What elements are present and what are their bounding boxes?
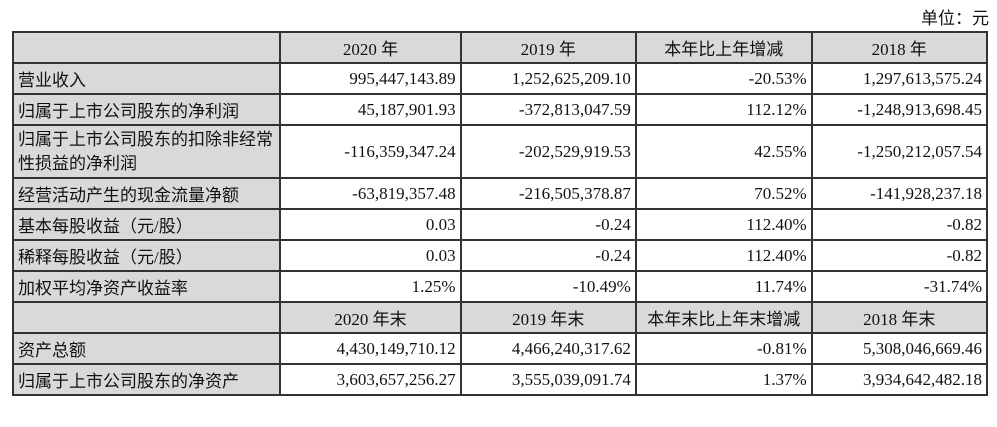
column-header: 2018 年末 xyxy=(810,301,989,334)
table-row: 归属于上市公司股东的净资产 3,603,657,256.27 3,555,039,0… xyxy=(11,363,989,396)
cell-value: 45,187,901.93 xyxy=(279,93,462,126)
row-label: 经营活动产生的现金流量净额 xyxy=(11,177,282,210)
row-label: 基本每股收益（元/股） xyxy=(11,208,282,241)
cell-value: 112.40% xyxy=(634,208,813,241)
cell-value: -1,248,913,698.45 xyxy=(810,93,989,126)
row-label: 营业收入 xyxy=(11,62,282,95)
table-header-row: 2020 年末 2019 年末 本年末比上年末增减 2018 年末 xyxy=(11,301,989,334)
cell-value: -202,529,919.53 xyxy=(459,124,637,179)
cell-value: 3,603,657,256.27 xyxy=(279,363,462,396)
table-row: 稀释每股收益（元/股） 0.03 -0.24 112.40% -0.82 xyxy=(11,239,989,272)
table-row: 加权平均净资产收益率 1.25% -10.49% 11.74% -31.74% xyxy=(11,270,989,303)
cell-value: -116,359,347.24 xyxy=(279,124,462,179)
unit-label: 单位：元 xyxy=(921,9,989,28)
cell-value: -63,819,357.48 xyxy=(279,177,462,210)
table-row: 经营活动产生的现金流量净额 -63,819,357.48 -216,505,378.… xyxy=(11,177,989,210)
cell-value: 5,308,046,669.46 xyxy=(810,332,989,365)
row-label: 归属于上市公司股东的扣除非经常性损益的净利润 xyxy=(11,124,282,179)
row-label: 归属于上市公司股东的净资产 xyxy=(11,363,282,396)
cell-value: 1.25% xyxy=(279,270,462,303)
column-header: 2020 年末 xyxy=(279,301,462,334)
cell-value: -31.74% xyxy=(810,270,989,303)
table-row: 归属于上市公司股东的扣除非经常性损益的净利润 -116,359,347.24 -20… xyxy=(11,124,989,179)
cell-value: -0.82 xyxy=(810,239,989,272)
cell-value: 112.40% xyxy=(634,239,813,272)
financial-summary-table: 2020 年 2019 年本年比上年增减 2018 年营业收入 995,447,143… xyxy=(11,31,989,396)
cell-value: 995,447,143.89 xyxy=(279,62,462,95)
table-row: 归属于上市公司股东的净利润 45,187,901.93 -372,813,047.5… xyxy=(11,93,989,126)
table-row: 基本每股收益（元/股） 0.03 -0.24 112.40% -0.82 xyxy=(11,208,989,241)
cell-value: 11.74% xyxy=(634,270,813,303)
row-label: 归属于上市公司股东的净利润 xyxy=(11,93,282,126)
row-label: 加权平均净资产收益率 xyxy=(11,270,282,303)
column-header: 2019 年 xyxy=(459,31,637,64)
table-row: 营业收入 995,447,143.89 1,252,625,209.10 -20.53… xyxy=(11,62,989,95)
cell-value: -0.24 xyxy=(459,239,637,272)
column-header: 本年比上年增减 xyxy=(634,31,813,64)
row-label: 稀释每股收益（元/股） xyxy=(11,239,282,272)
column-header: 2018 年 xyxy=(810,31,989,64)
column-header xyxy=(11,301,282,334)
cell-value: -10.49% xyxy=(459,270,637,303)
table-row: 资产总额 4,430,149,710.12 4,466,240,317.62 -0.8… xyxy=(11,332,989,365)
cell-value: 0.03 xyxy=(279,239,462,272)
cell-value: 70.52% xyxy=(634,177,813,210)
cell-value: -1,250,212,057.54 xyxy=(810,124,989,179)
cell-value: 1.37% xyxy=(634,363,813,396)
cell-value: 3,934,642,482.18 xyxy=(810,363,989,396)
cell-value: -141,928,237.18 xyxy=(810,177,989,210)
cell-value: -372,813,047.59 xyxy=(459,93,637,126)
cell-value: 1,297,613,575.24 xyxy=(810,62,989,95)
cell-value: 4,466,240,317.62 xyxy=(459,332,637,365)
cell-value: 1,252,625,209.10 xyxy=(459,62,637,95)
cell-value: 0.03 xyxy=(279,208,462,241)
cell-value: 3,555,039,091.74 xyxy=(459,363,637,396)
cell-value: 42.55% xyxy=(634,124,813,179)
cell-value: -0.82 xyxy=(810,208,989,241)
row-label: 资产总额 xyxy=(11,332,282,365)
cell-value: 112.12% xyxy=(634,93,813,126)
column-header: 2019 年末 xyxy=(459,301,637,334)
column-header: 本年末比上年末增减 xyxy=(634,301,813,334)
column-header xyxy=(11,31,282,64)
cell-value: -0.24 xyxy=(459,208,637,241)
cell-value: 4,430,149,710.12 xyxy=(279,332,462,365)
cell-value: -0.81% xyxy=(634,332,813,365)
cell-value: -20.53% xyxy=(634,62,813,95)
table-header-row: 2020 年 2019 年本年比上年增减 2018 年 xyxy=(11,31,989,64)
column-header: 2020 年 xyxy=(279,31,462,64)
cell-value: -216,505,378.87 xyxy=(459,177,637,210)
